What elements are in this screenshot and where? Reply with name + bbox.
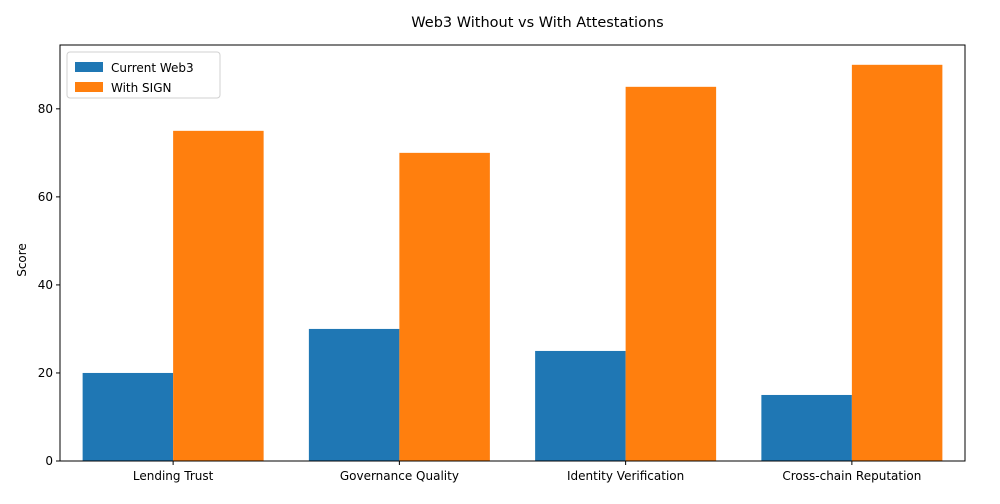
bar-current-web3-2 (535, 350, 626, 461)
legend-label-1: With SIGN (111, 81, 172, 95)
y-tick-label: 0 (45, 454, 53, 468)
bar-with-sign-0 (173, 130, 264, 462)
x-tick-label: Lending Trust (133, 469, 214, 483)
bar-with-sign-3 (851, 64, 943, 462)
bar-with-sign-1 (399, 152, 490, 461)
legend-box (66, 51, 221, 99)
y-tick-label: 20 (38, 366, 53, 380)
x-tick-label: Identity Verification (567, 469, 684, 483)
plot-area: 0 20 40 60 80 Lending Trust Governance Quality… (38, 44, 966, 483)
y-tick-label: 80 (38, 102, 53, 116)
bar-current-web3-1 (308, 328, 400, 461)
bar-with-sign-2 (625, 86, 717, 462)
legend-label-0: Current Web3 (111, 61, 194, 75)
bar-current-web3-0 (82, 372, 174, 461)
bar-current-web3-3 (761, 394, 852, 461)
x-tick-label: Governance Quality (340, 469, 459, 483)
legend-swatch-1 (75, 82, 103, 92)
y-tick-label: 60 (38, 190, 53, 204)
y-tick-label: 40 (38, 278, 53, 292)
chart-title: Web3 Without vs With Attestations (411, 15, 663, 31)
x-tick-label: Cross-chain Reputation (782, 469, 921, 483)
y-axis-label: Score (15, 243, 29, 277)
axes-frame (59, 44, 966, 462)
legend: Current Web3 With SIGN (66, 51, 221, 99)
legend-swatch-0 (75, 62, 103, 72)
